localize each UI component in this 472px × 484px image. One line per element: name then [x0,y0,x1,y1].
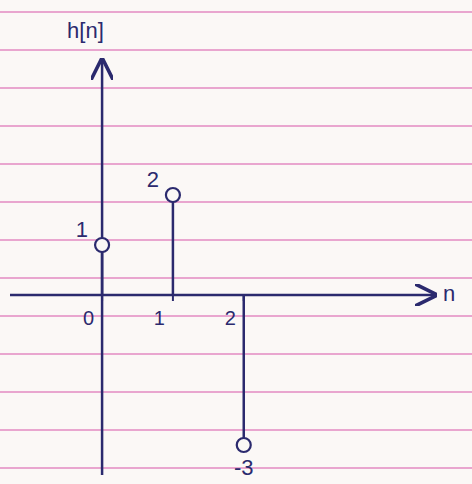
stem-marker [237,438,251,452]
x-axis-title: n [443,281,455,306]
stem [172,195,175,295]
x-tick-label: 0 [83,307,94,329]
paper-line [0,315,472,317]
paper-line [0,239,472,241]
stem [243,295,246,445]
paper-line [0,429,472,431]
data-label: 1 [76,217,88,242]
x-tick-label: 2 [225,307,236,329]
chart: 0 1 2 h[n] n 1 2 -3 [0,0,472,484]
paper-line [0,11,472,13]
paper-line [0,201,472,203]
data-labels: 1 2 -3 [76,167,254,480]
paper-line [0,125,472,127]
y-axis-title: h[n] [67,18,104,43]
paper-line [0,163,472,165]
x-tick [172,295,174,301]
x-tick [101,295,103,301]
paper-line [0,277,472,279]
stem-marker [166,188,180,202]
paper-line [0,391,472,393]
stems [95,188,251,452]
paper-line [0,353,472,355]
x-ticks: 0 1 2 [83,295,244,329]
paper-line [0,87,472,89]
x-axis-line [10,294,435,297]
paper [0,12,472,468]
y-axis-line [101,60,104,475]
paper-line [0,49,472,51]
data-label: -3 [234,455,254,480]
x-tick-label: 1 [154,307,165,329]
stem-marker [95,238,109,252]
data-label: 2 [147,167,159,192]
